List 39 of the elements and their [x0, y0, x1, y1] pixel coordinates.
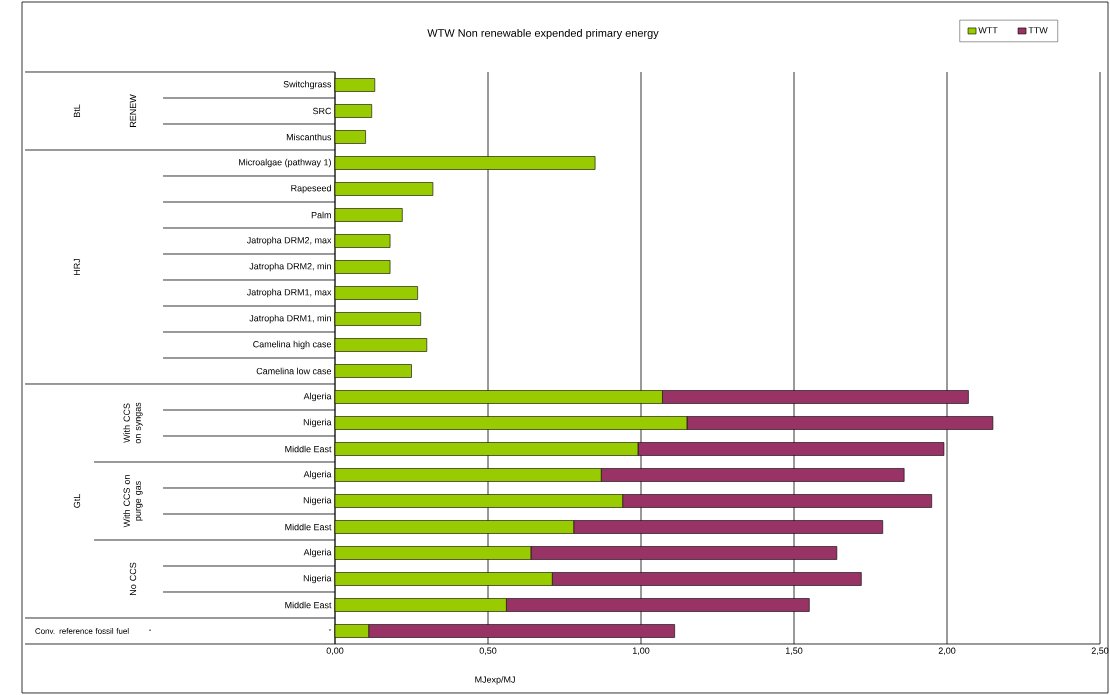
text: GtL [73, 494, 81, 508]
x-tick-label: 2,50 [1091, 647, 1109, 655]
y-tick-label: Switchgrass [283, 80, 332, 90]
chart-title: WTW Non renewable expended primary energy [427, 28, 659, 40]
legend-label: TTW [1028, 27, 1048, 34]
x-tick-label: 0,50 [479, 647, 497, 655]
y-tick-label: Rapeseed [291, 184, 331, 194]
y-tick-label: Middle East [285, 601, 332, 609]
y-tick-label: Jatropha DRM1, min [249, 314, 331, 324]
y-tick-label: Middle East [285, 445, 332, 453]
y-tick-label: Camelina low case [256, 367, 332, 375]
y-tick-label: Microalgae (pathway 1) [239, 158, 331, 168]
x-tick-label: 0,00 [326, 647, 344, 655]
legend-label: WTT [978, 27, 998, 34]
y-tick-label: Algeria [303, 470, 332, 480]
text: HRJ [73, 258, 81, 275]
x-tick-label: 1,50 [785, 647, 803, 655]
text: With CCS on syngas [123, 402, 143, 444]
y-tick-label: Algeria [303, 548, 332, 558]
x-tick-label: 1,00 [632, 647, 650, 655]
y-tick-label: Miscanthus [286, 133, 332, 141]
text: No CCS [129, 562, 137, 595]
y-tick-label: Nigeria [303, 574, 332, 584]
text: With CCS on purge gas [123, 475, 143, 528]
text: BtL [73, 104, 81, 117]
y-tick-label: Middle East [285, 523, 332, 531]
y-tick-label: Jatropha DRM2, max [246, 236, 332, 246]
y-tick-label: Algeria [303, 392, 332, 402]
y-tick-label: Palm [311, 211, 331, 219]
text: RENEW [129, 94, 137, 127]
y-tick-label: Jatropha DRM2, min [249, 262, 331, 272]
y-tick-label: Nigeria [303, 418, 332, 428]
y-tick-label: SRC [312, 107, 332, 115]
y-tick-label: Camelina high case [253, 340, 332, 350]
x-tick-label: 2,00 [938, 647, 956, 655]
x-axis-title: MJexp/MJ [475, 676, 515, 685]
y-tick-label: - [328, 629, 332, 631]
y-tick-label: Nigeria [303, 496, 332, 506]
y-tick-label: Jatropha DRM1, max [246, 288, 332, 298]
